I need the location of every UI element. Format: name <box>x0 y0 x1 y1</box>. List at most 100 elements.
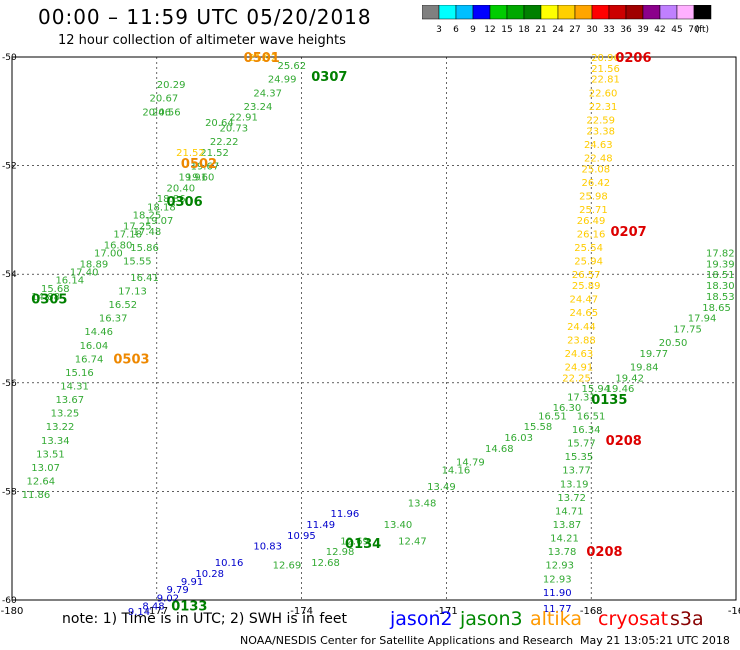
colorbar-swatch <box>693 5 712 20</box>
data-label-jason3: 13.78 <box>548 547 577 558</box>
colorbar-label: 15 <box>501 25 512 35</box>
data-label-jason3: 13.49 <box>427 482 456 493</box>
data-label-altika: 24.63 <box>584 140 613 151</box>
data-label-jason2: 11.49 <box>306 520 335 531</box>
data-label-altika: 25.71 <box>579 205 608 216</box>
data-label-jason3: 13.34 <box>41 436 70 447</box>
data-label-altika: 22.59 <box>586 115 615 126</box>
data-label-jason3: 23.24 <box>244 102 273 113</box>
data-label-jason3: 17.82 <box>706 248 735 259</box>
data-label-jason3: 13.40 <box>384 520 413 531</box>
data-label-jason3: 15.77 <box>567 439 596 450</box>
data-label-jason2: 9.91 <box>181 577 203 588</box>
data-label-jason3: 20.73 <box>220 124 249 135</box>
data-label-jason3: 16.41 <box>130 273 159 284</box>
colorbar-label: 39 <box>637 25 649 35</box>
data-label-altika: 24.63 <box>565 349 594 360</box>
x-tick-label: -168 <box>580 606 603 617</box>
data-label-jason3: 15.55 <box>123 257 152 268</box>
data-label-jason3: 17.75 <box>673 325 702 336</box>
data-label-altika: 21.52 <box>176 148 205 159</box>
data-label-jason3: 21.52 <box>200 148 229 159</box>
data-label-jason3: 14.71 <box>555 506 584 517</box>
data-label-jason3: 19.60 <box>186 172 215 183</box>
data-label-altika: 25.94 <box>574 257 603 268</box>
data-label-jason3: 20.64 <box>205 118 234 129</box>
data-label-altika: 24.44 <box>567 322 596 333</box>
data-label-altika: 23.88 <box>567 335 596 346</box>
legend-item-cryosat: cryosat <box>598 608 669 630</box>
y-tick-label: -56 <box>2 379 17 389</box>
data-label-jason3: 12.93 <box>545 561 574 572</box>
data-label-jason3: 14.88 <box>31 292 60 303</box>
data-label-jason3: 20.29 <box>157 80 186 91</box>
data-label-jason3: 19.91 <box>179 172 208 183</box>
chart-subtitle: 12 hour collection of altimeter wave hei… <box>58 33 346 48</box>
plot-border <box>11 56 737 601</box>
data-label-jason3: 17.94 <box>688 314 717 325</box>
data-label-jason3: 17.31 <box>567 392 596 403</box>
data-label-jason3: 12.64 <box>26 477 55 488</box>
y-tick-label: -60 <box>2 596 17 606</box>
data-label-jason3: 17.13 <box>118 286 147 297</box>
data-label-jason3: 16.52 <box>109 300 138 311</box>
colorbar: 3 6 9 12 15 18 21 24 27 30 33 36 39 42 45 70(ft) <box>422 5 712 35</box>
x-tick-label: -16 <box>728 606 740 617</box>
colorbar-label: 30 <box>586 25 598 35</box>
track-label: 0503 <box>113 352 149 367</box>
data-label-jason3: 13.25 <box>51 409 80 420</box>
track-label: 0208 <box>586 545 622 560</box>
data-label-jason3: 17.18 <box>113 229 142 240</box>
data-label-jason3: 16.51 <box>577 411 606 422</box>
track-label: 0307 <box>311 70 347 85</box>
data-label-jason2: 11.90 <box>543 588 572 599</box>
data-label-jason2: 11.96 <box>331 509 360 520</box>
data-label-jason3: 13.07 <box>31 463 60 474</box>
data-label-jason3: 18.30 <box>706 281 735 292</box>
data-label-jason3: 20.50 <box>659 338 688 349</box>
data-label-altika: 25.98 <box>579 191 608 202</box>
y-tick-label: -58 <box>2 487 17 497</box>
data-label-jason3: 19.77 <box>639 349 668 360</box>
data-label-jason3: 16.14 <box>55 276 84 287</box>
data-label-jason2: 9.79 <box>166 585 188 596</box>
colorbar-label: 12 <box>484 25 495 35</box>
data-label-jason3: 18.53 <box>706 292 735 303</box>
data-label-jason3: 18.65 <box>702 303 731 314</box>
data-label-altika: 22.31 <box>589 102 618 113</box>
data-label-jason3: 24.99 <box>268 75 297 86</box>
legend-item-jason3: jason3 <box>460 608 523 630</box>
data-label-altika: 21.92 <box>249 53 278 64</box>
x-tick-label: -177 <box>145 606 168 617</box>
data-label-altika: 26.16 <box>577 229 606 240</box>
track-label: 0207 <box>611 225 647 240</box>
data-label-jason3: 13.67 <box>55 395 84 406</box>
x-tick-label: -180 <box>1 606 24 617</box>
data-label-jason3: 20.67 <box>150 94 179 105</box>
data-label-jason3: 15.35 <box>565 452 594 463</box>
data-label-jason3: 20.56 <box>152 107 181 118</box>
legend-item-altika: altika <box>530 608 582 630</box>
data-label-jason3: 18.25 <box>133 210 162 221</box>
data-label-jason3: 20.46 <box>142 107 171 118</box>
data-label-altika: 24.65 <box>569 308 598 319</box>
legend-item-jason2: jason2 <box>390 608 453 630</box>
data-label-jason3: 16.34 <box>572 425 601 436</box>
track-label: 0306 <box>166 195 202 210</box>
data-label-altika: 25.08 <box>582 164 611 175</box>
data-label-jason3: 19.46 <box>606 384 635 395</box>
data-label-jason3: 16.37 <box>99 314 128 325</box>
track-label: 0501 <box>244 51 280 66</box>
data-label-jason3: 16.30 <box>553 403 582 414</box>
data-label-altika: 24.47 <box>569 295 598 306</box>
data-label-jason3: 17.25 <box>123 221 152 232</box>
data-label-jason2: 10.95 <box>287 531 316 542</box>
data-label-jason3: 14.31 <box>60 382 89 393</box>
track-label: 0206 <box>615 51 651 66</box>
note-text: note: 1) Time is in UTC; 2) SWH is in fe… <box>62 611 348 627</box>
data-label-altika: 20.96 <box>591 53 620 64</box>
data-label-jason2: 10.83 <box>253 542 282 553</box>
data-label-jason3: 14.16 <box>442 466 471 477</box>
data-label-jason3: 12.47 <box>398 536 427 547</box>
data-label-jason2: 10.16 <box>215 558 244 569</box>
